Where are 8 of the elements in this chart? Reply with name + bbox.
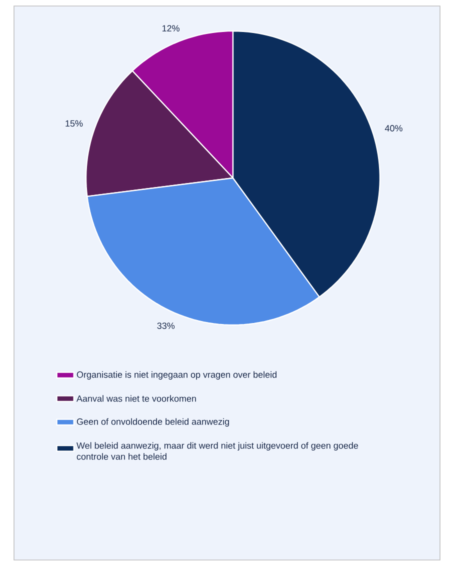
data-label: 15% [66,120,83,127]
legend-label: Organisatie is niet ingegaan op vragen over beleid [76,371,276,380]
legend-label: Wel beleid aanwezig, maar dit werd niet juist uitgevoerd of geen goede controle van het beleid [76,442,358,460]
legend-label: Aanval was niet te voorkomen [76,395,196,402]
data-label: 40% [384,125,402,132]
data-label: 12% [162,25,180,32]
data-label: 33% [157,322,175,329]
legend-label: Geen of onvoldoende beleid aanwezig [76,418,229,427]
